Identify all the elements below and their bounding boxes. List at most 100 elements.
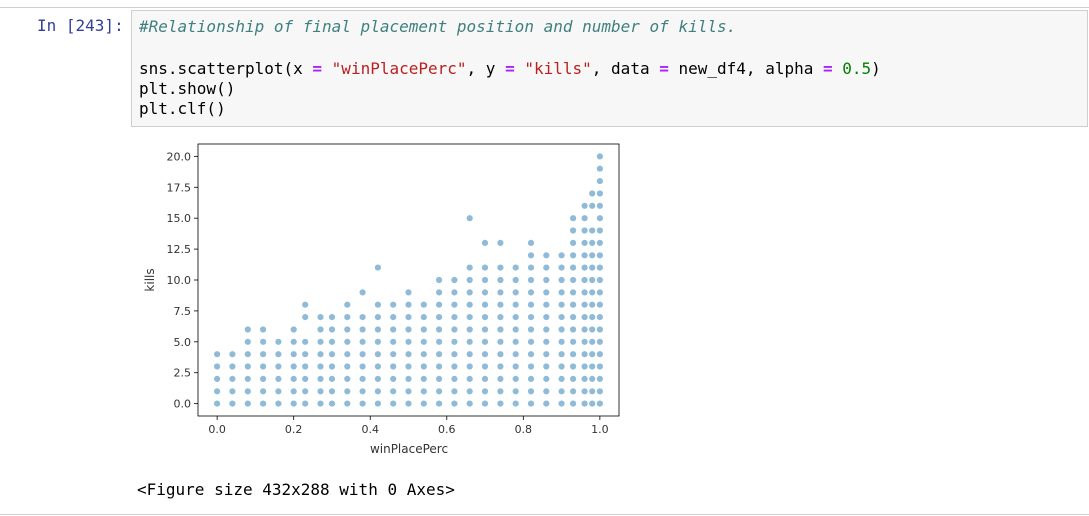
scatter-point (343, 362, 352, 371)
scatter-point (450, 288, 459, 297)
scatter-point (450, 350, 459, 358)
scatter-point (588, 325, 596, 334)
scatter-point (569, 276, 577, 284)
scatter-point (596, 165, 604, 173)
code-cell-editor[interactable]: #Relationship of final placement positio… (131, 10, 1088, 127)
scatter-point (596, 152, 604, 161)
scatter-point (244, 325, 252, 334)
scatter-point (496, 239, 505, 247)
scatter-point (596, 226, 604, 235)
scatter-point (588, 202, 596, 210)
scatter-point (328, 350, 336, 358)
scatter-point (316, 325, 325, 334)
scatter-point (542, 263, 550, 272)
scatter-point (588, 263, 596, 272)
scatter-point (435, 350, 443, 358)
scatter-point (542, 301, 550, 309)
scatter-point (228, 399, 237, 408)
scatter-point (596, 362, 604, 371)
scatter-point (328, 375, 336, 383)
scatter-point (527, 399, 535, 408)
scatter-point (358, 375, 367, 383)
scatter-point (244, 375, 252, 383)
x-tick-label: 0.2 (285, 423, 303, 436)
scatter-point (580, 387, 589, 396)
cell-top-border (0, 7, 1089, 8)
scatter-point (596, 313, 604, 321)
scatter-point (213, 375, 221, 383)
scatter-point (527, 325, 535, 334)
scatter-point (358, 350, 367, 358)
scatter-point (404, 362, 413, 371)
scatter-point (343, 325, 352, 334)
scatter-point (274, 350, 283, 358)
scatter-point (580, 263, 589, 272)
scatter-point (569, 301, 577, 309)
scatter-point (496, 399, 505, 408)
scatter-point (580, 226, 589, 235)
scatter-point (290, 387, 298, 396)
scatter-point (542, 387, 550, 396)
scatter-point (569, 375, 577, 383)
scatter-point (343, 313, 352, 321)
scatter-point (512, 288, 520, 297)
scatter-point (274, 362, 283, 371)
scatter-point (404, 387, 413, 396)
scatter-point (596, 350, 604, 358)
scatter-point (274, 387, 283, 396)
scatter-point (481, 387, 489, 396)
scatter-point (512, 399, 520, 408)
scatter-point (496, 263, 505, 272)
scatter-point (512, 350, 520, 358)
scatter-point (481, 338, 489, 346)
scatter-point (542, 350, 550, 358)
scatter-point (316, 375, 325, 383)
scatter-point (420, 313, 428, 321)
scatter-point (481, 350, 489, 358)
scatter-point (466, 350, 474, 358)
scatter-point (450, 362, 459, 371)
scatter-point (420, 301, 428, 309)
scatter-point (512, 313, 520, 321)
scatter-point (481, 362, 489, 371)
scatter-point (316, 362, 325, 371)
scatter-point (557, 362, 566, 371)
scatter-point (496, 276, 505, 284)
scatter-point (466, 301, 474, 309)
scatter-point (435, 387, 443, 396)
scatter-point (542, 313, 550, 321)
scatter-point (374, 387, 382, 396)
scatter-point (542, 362, 550, 371)
scatter-point (389, 338, 397, 346)
scatter-point (274, 375, 283, 383)
scatter-point (569, 226, 577, 235)
scatter-point (450, 276, 459, 284)
scatter-point (389, 399, 397, 408)
scatter-point (244, 387, 252, 396)
scatter-point (588, 226, 596, 235)
scatter-point (389, 350, 397, 358)
scatter-point (420, 350, 428, 358)
scatter-point (481, 375, 489, 383)
scatter-point (580, 325, 589, 334)
scatter-point (542, 338, 550, 346)
scatter-point (569, 263, 577, 272)
scatter-point (301, 375, 309, 383)
scatter-point (358, 362, 367, 371)
y-tick-label: 17.5 (167, 181, 192, 194)
scatter-point (374, 263, 382, 272)
scatter-point (596, 177, 604, 185)
scatter-point (569, 313, 577, 321)
scatter-point (374, 375, 382, 383)
scatter-point (389, 301, 397, 309)
scatter-point (213, 362, 221, 371)
scatter-point (569, 387, 577, 396)
scatter-point (496, 301, 505, 309)
scatter-point (527, 387, 535, 396)
scatter-point (588, 288, 596, 297)
scatter-point (374, 325, 382, 334)
x-axis: 0.0 0.2 0.4 0.6 0.8 1.0 (208, 416, 609, 436)
scatter-point (596, 387, 604, 396)
points-layer (213, 152, 604, 408)
scatter-point (328, 338, 336, 346)
